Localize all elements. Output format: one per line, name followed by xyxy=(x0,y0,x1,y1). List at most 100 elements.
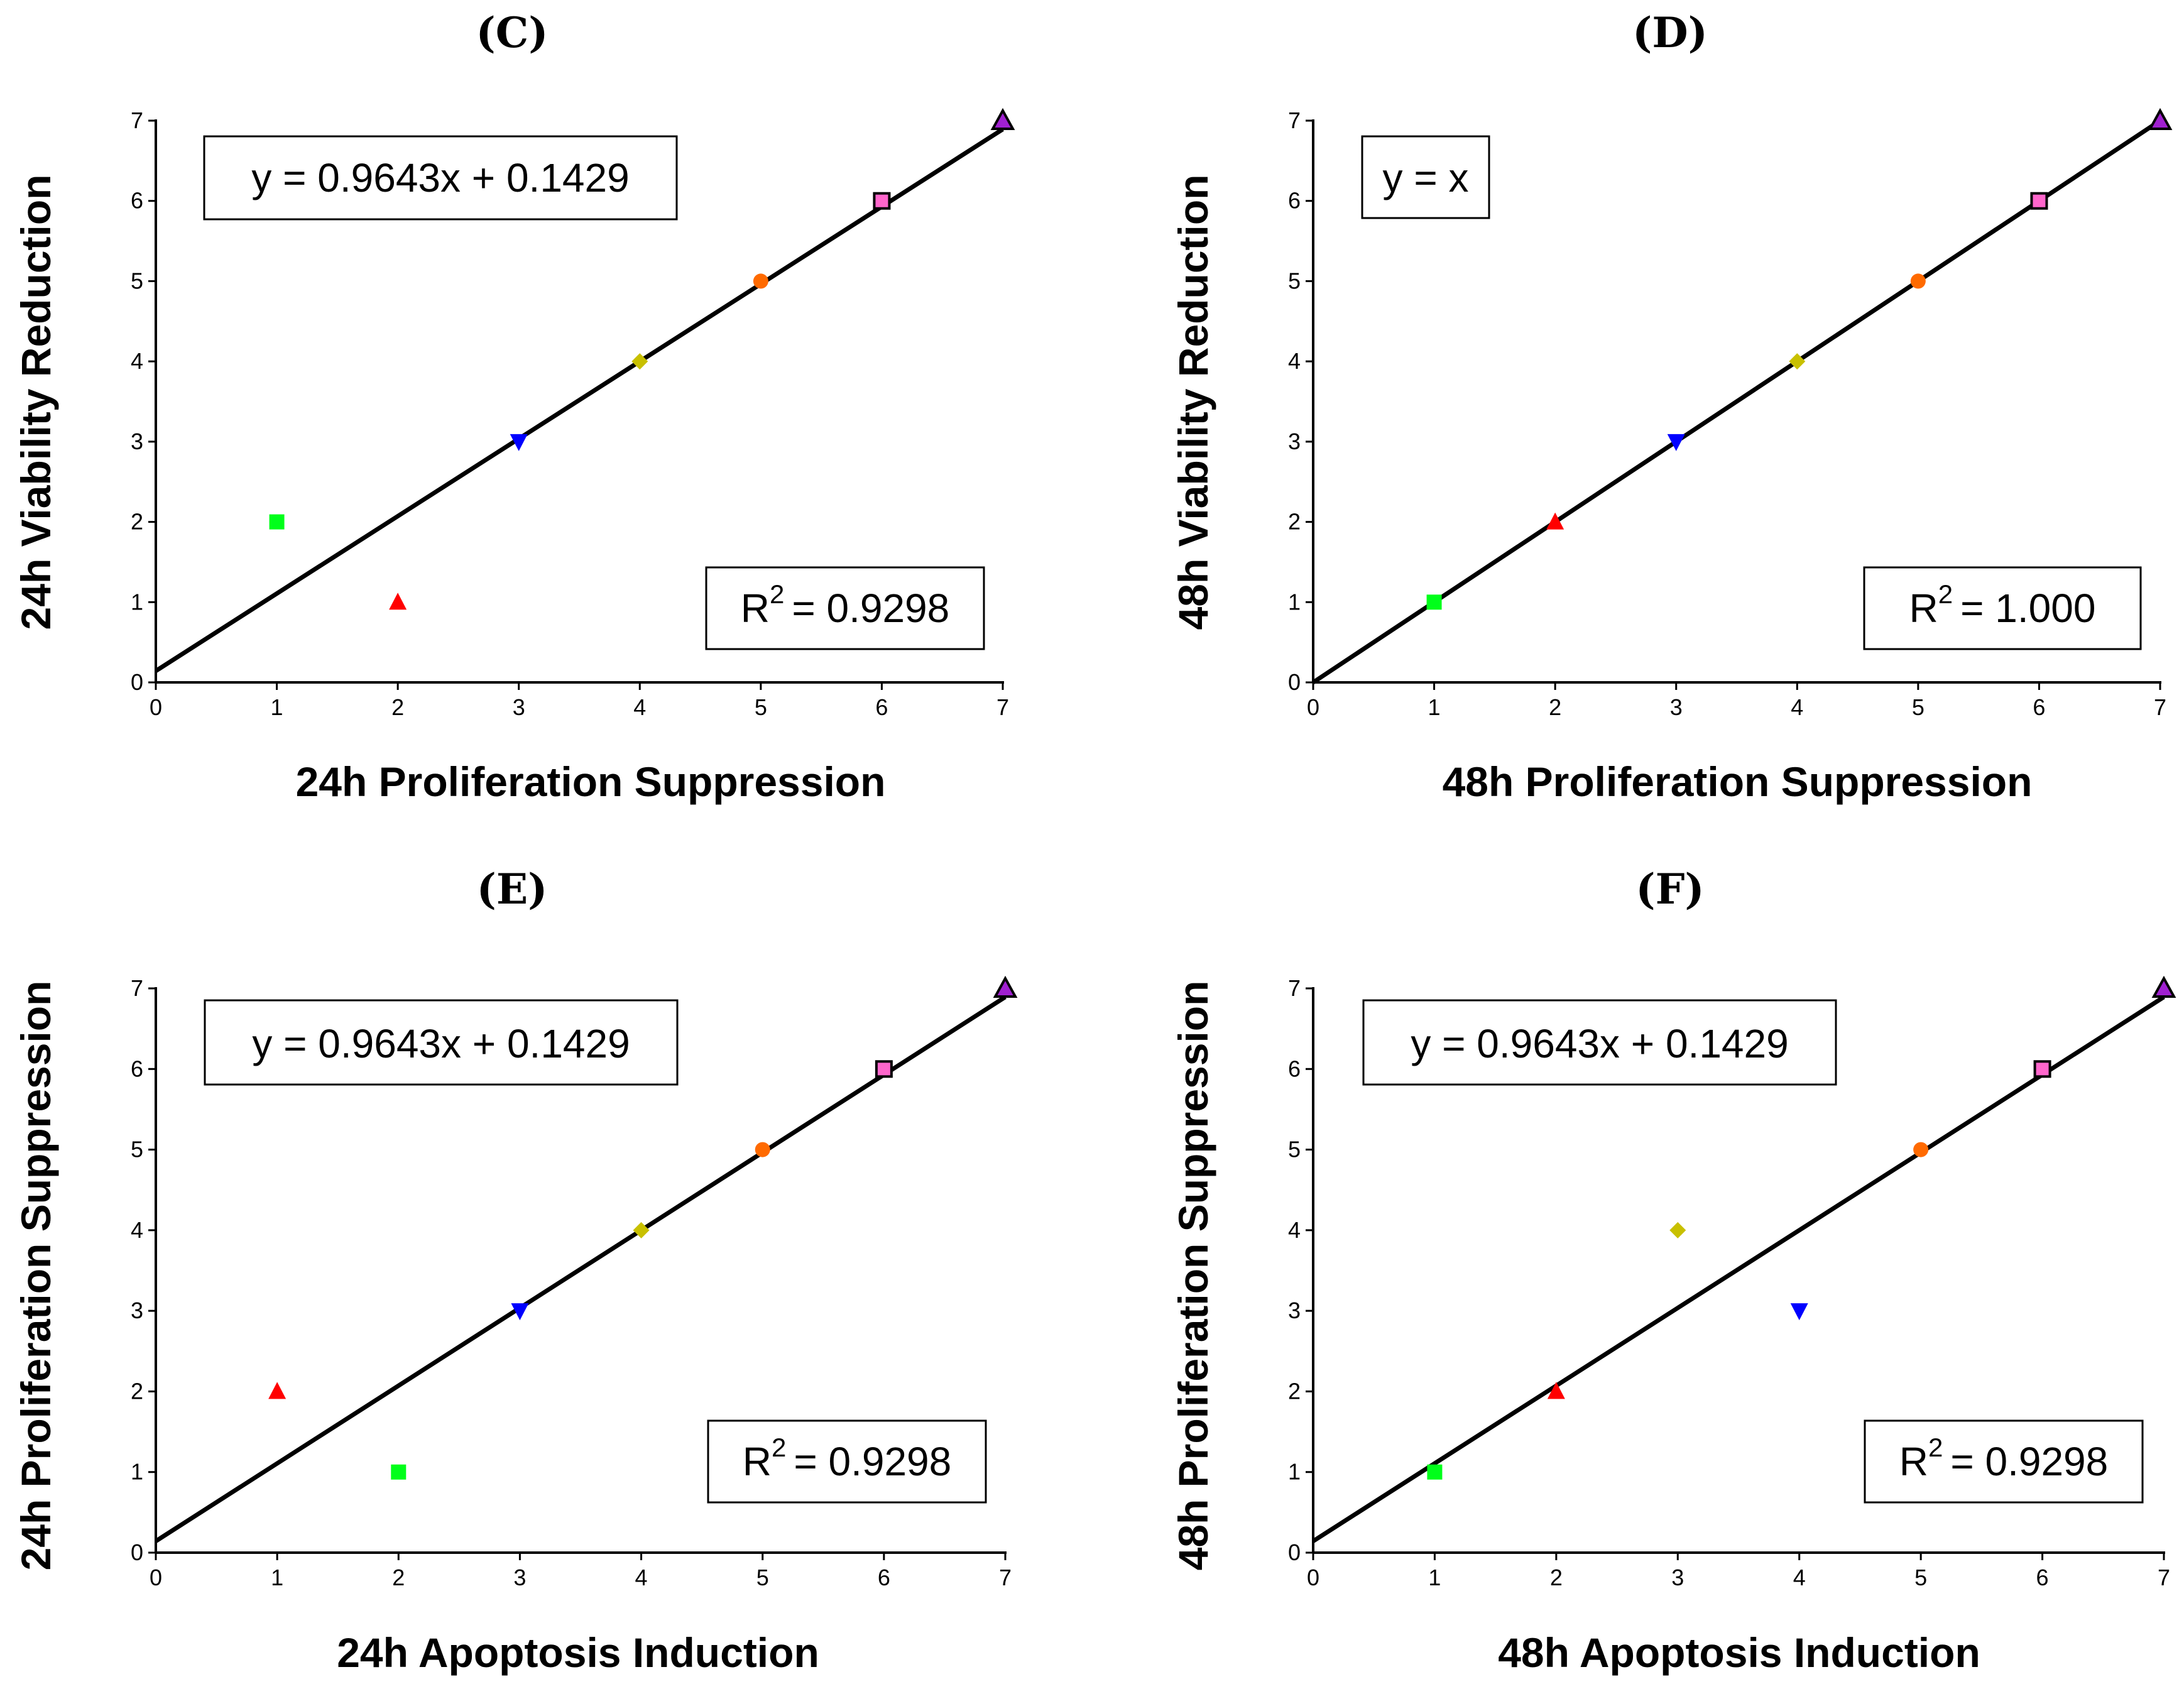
x-tick-label: 1 xyxy=(271,694,283,720)
r-squared-symbol: R xyxy=(1899,1439,1928,1484)
x-tick-label: 3 xyxy=(513,1565,526,1590)
x-tick-label: 0 xyxy=(150,694,162,720)
axes: 0 1 2 3 4 5 6 7 0 1 2 3 4 5 6 7 xyxy=(131,975,1012,1590)
y-tick-label: 1 xyxy=(131,1459,143,1485)
r-squared-exponent: 2 xyxy=(1938,579,1953,609)
r-squared-symbol: R xyxy=(741,586,770,631)
equation-box: y = 0.9643x + 0.1429 xyxy=(204,999,679,1086)
x-tick-label: 3 xyxy=(1670,694,1683,720)
x-tick-label: 5 xyxy=(755,694,767,720)
x-tick-label: 5 xyxy=(1914,1565,1927,1590)
y-axis-title: 48h Proliferation Suppression xyxy=(1170,981,1216,1571)
y-axis-title: 24h Proliferation Suppression xyxy=(13,981,59,1571)
r-squared-text: R2 = 0.9298 xyxy=(743,1433,951,1484)
r-squared-value: = 0.9298 xyxy=(792,586,949,631)
r-squared-value: = 0.9298 xyxy=(1950,1439,2108,1484)
r-squared-text: R2 = 0.9298 xyxy=(741,579,949,631)
y-tick-label: 1 xyxy=(1288,589,1301,615)
y-tick-label: 5 xyxy=(1288,268,1301,293)
data-point-diamond xyxy=(1669,1222,1686,1238)
chart-panel-d: (D) 48h Viability Reduction 48h Prolifer… xyxy=(1170,8,2173,805)
x-tick-label: 4 xyxy=(633,694,646,720)
y-tick-label: 0 xyxy=(1288,1539,1301,1565)
data-point-square-outline xyxy=(875,1060,893,1078)
x-axis-title: 24h Proliferation Suppression xyxy=(296,758,886,805)
x-tick-label: 6 xyxy=(878,1565,890,1590)
y-tick-label: 4 xyxy=(1288,1217,1301,1243)
x-tick-label: 5 xyxy=(756,1565,769,1590)
equation-text: y = 0.9643x + 0.1429 xyxy=(251,155,629,200)
r-squared-exponent: 2 xyxy=(1928,1433,1943,1462)
data-point-triangle-up xyxy=(1547,1382,1565,1399)
panel-label: (E) xyxy=(477,865,548,914)
y-tick-label: 2 xyxy=(131,509,143,535)
r-squared-box-frame xyxy=(707,1419,987,1504)
x-tick-label: 4 xyxy=(1791,694,1803,720)
data-point-circle xyxy=(753,273,768,289)
r-squared-exponent: 2 xyxy=(772,1433,786,1462)
data-point-square xyxy=(1427,1464,1443,1480)
y-tick-label: 6 xyxy=(1288,1056,1301,1081)
r-squared-text: R2 = 0.9298 xyxy=(1899,1433,2108,1484)
chart-panel-c: (C) 24h Viability Reduction 24h Prolifer… xyxy=(13,8,1015,805)
x-tick-label: 0 xyxy=(150,1565,162,1590)
x-tick-label: 7 xyxy=(999,1565,1012,1590)
data-point-triangle-down xyxy=(511,1303,529,1321)
axes: 0 1 2 3 4 5 6 7 0 1 2 3 4 5 6 7 xyxy=(131,107,1009,720)
data-point-square xyxy=(1426,594,1442,610)
x-tick-label: 3 xyxy=(513,694,525,720)
equation-box: y = 0.9643x + 0.1429 xyxy=(203,135,678,221)
data-point-triangle-up xyxy=(268,1382,287,1399)
equation-text: y = 0.9643x + 0.1429 xyxy=(1411,1021,1788,1066)
x-tick-label: 7 xyxy=(2158,1565,2170,1590)
y-tick-label: 1 xyxy=(1288,1459,1301,1485)
regression-line xyxy=(1312,119,2161,684)
equation-box-frame xyxy=(1361,135,1490,219)
x-tick-label: 4 xyxy=(635,1565,648,1590)
y-tick-label: 6 xyxy=(131,188,143,214)
y-tick-label: 2 xyxy=(1288,509,1301,535)
data-points xyxy=(269,107,1015,610)
data-points xyxy=(268,975,1018,1480)
x-tick-label: 6 xyxy=(2033,694,2045,720)
x-tick-label: 0 xyxy=(1307,694,1319,720)
y-tick-label: 0 xyxy=(1288,669,1301,695)
x-tick-label: 6 xyxy=(2036,1565,2049,1590)
data-point-diamond xyxy=(633,1222,650,1238)
data-point-triangle-down xyxy=(1790,1303,1808,1321)
data-point-diamond xyxy=(631,353,648,370)
data-point-triangle-down xyxy=(510,434,528,451)
y-axis-title: 24h Viability Reduction xyxy=(13,175,59,630)
panel-label: (C) xyxy=(476,8,549,57)
x-tick-label: 2 xyxy=(391,694,404,720)
data-point-square xyxy=(269,514,285,530)
y-tick-label: 2 xyxy=(1288,1378,1301,1404)
y-tick-label: 7 xyxy=(131,975,143,1001)
r-squared-symbol: R xyxy=(743,1439,772,1484)
x-tick-label: 2 xyxy=(1550,1565,1563,1590)
axes: 0 1 2 3 4 5 6 7 0 1 2 3 4 5 6 7 xyxy=(1288,107,2166,720)
chart-panel-f: (F) 48h Proliferation Suppression 48h Ap… xyxy=(1170,865,2176,1676)
y-tick-label: 7 xyxy=(1288,107,1301,133)
equation-box-frame xyxy=(203,135,678,221)
r-squared-box: R2 = 0.9298 xyxy=(707,1419,987,1504)
x-tick-label: 0 xyxy=(1307,1565,1319,1590)
data-point-circle xyxy=(1913,1142,1929,1157)
data-point-triangle-outline xyxy=(993,975,1018,998)
y-tick-label: 7 xyxy=(1288,975,1301,1001)
r-squared-box: R2 = 1.000 xyxy=(1863,566,2142,650)
equation-text: y = 0.9643x + 0.1429 xyxy=(252,1021,630,1066)
x-tick-label: 1 xyxy=(1428,1565,1441,1590)
equation-box-frame xyxy=(1362,999,1837,1086)
r-squared-box-frame xyxy=(705,566,985,650)
x-tick-label: 5 xyxy=(1912,694,1925,720)
x-axis-title: 48h Apoptosis Induction xyxy=(1498,1629,1980,1676)
r-squared-box: R2 = 0.9298 xyxy=(1864,1419,2144,1504)
y-tick-label: 1 xyxy=(131,589,143,615)
y-tick-label: 5 xyxy=(131,268,143,293)
data-point-diamond xyxy=(1789,353,1806,370)
y-tick-label: 4 xyxy=(131,1217,143,1243)
data-point-square-outline xyxy=(2033,1060,2051,1078)
y-tick-label: 3 xyxy=(1288,1298,1301,1323)
